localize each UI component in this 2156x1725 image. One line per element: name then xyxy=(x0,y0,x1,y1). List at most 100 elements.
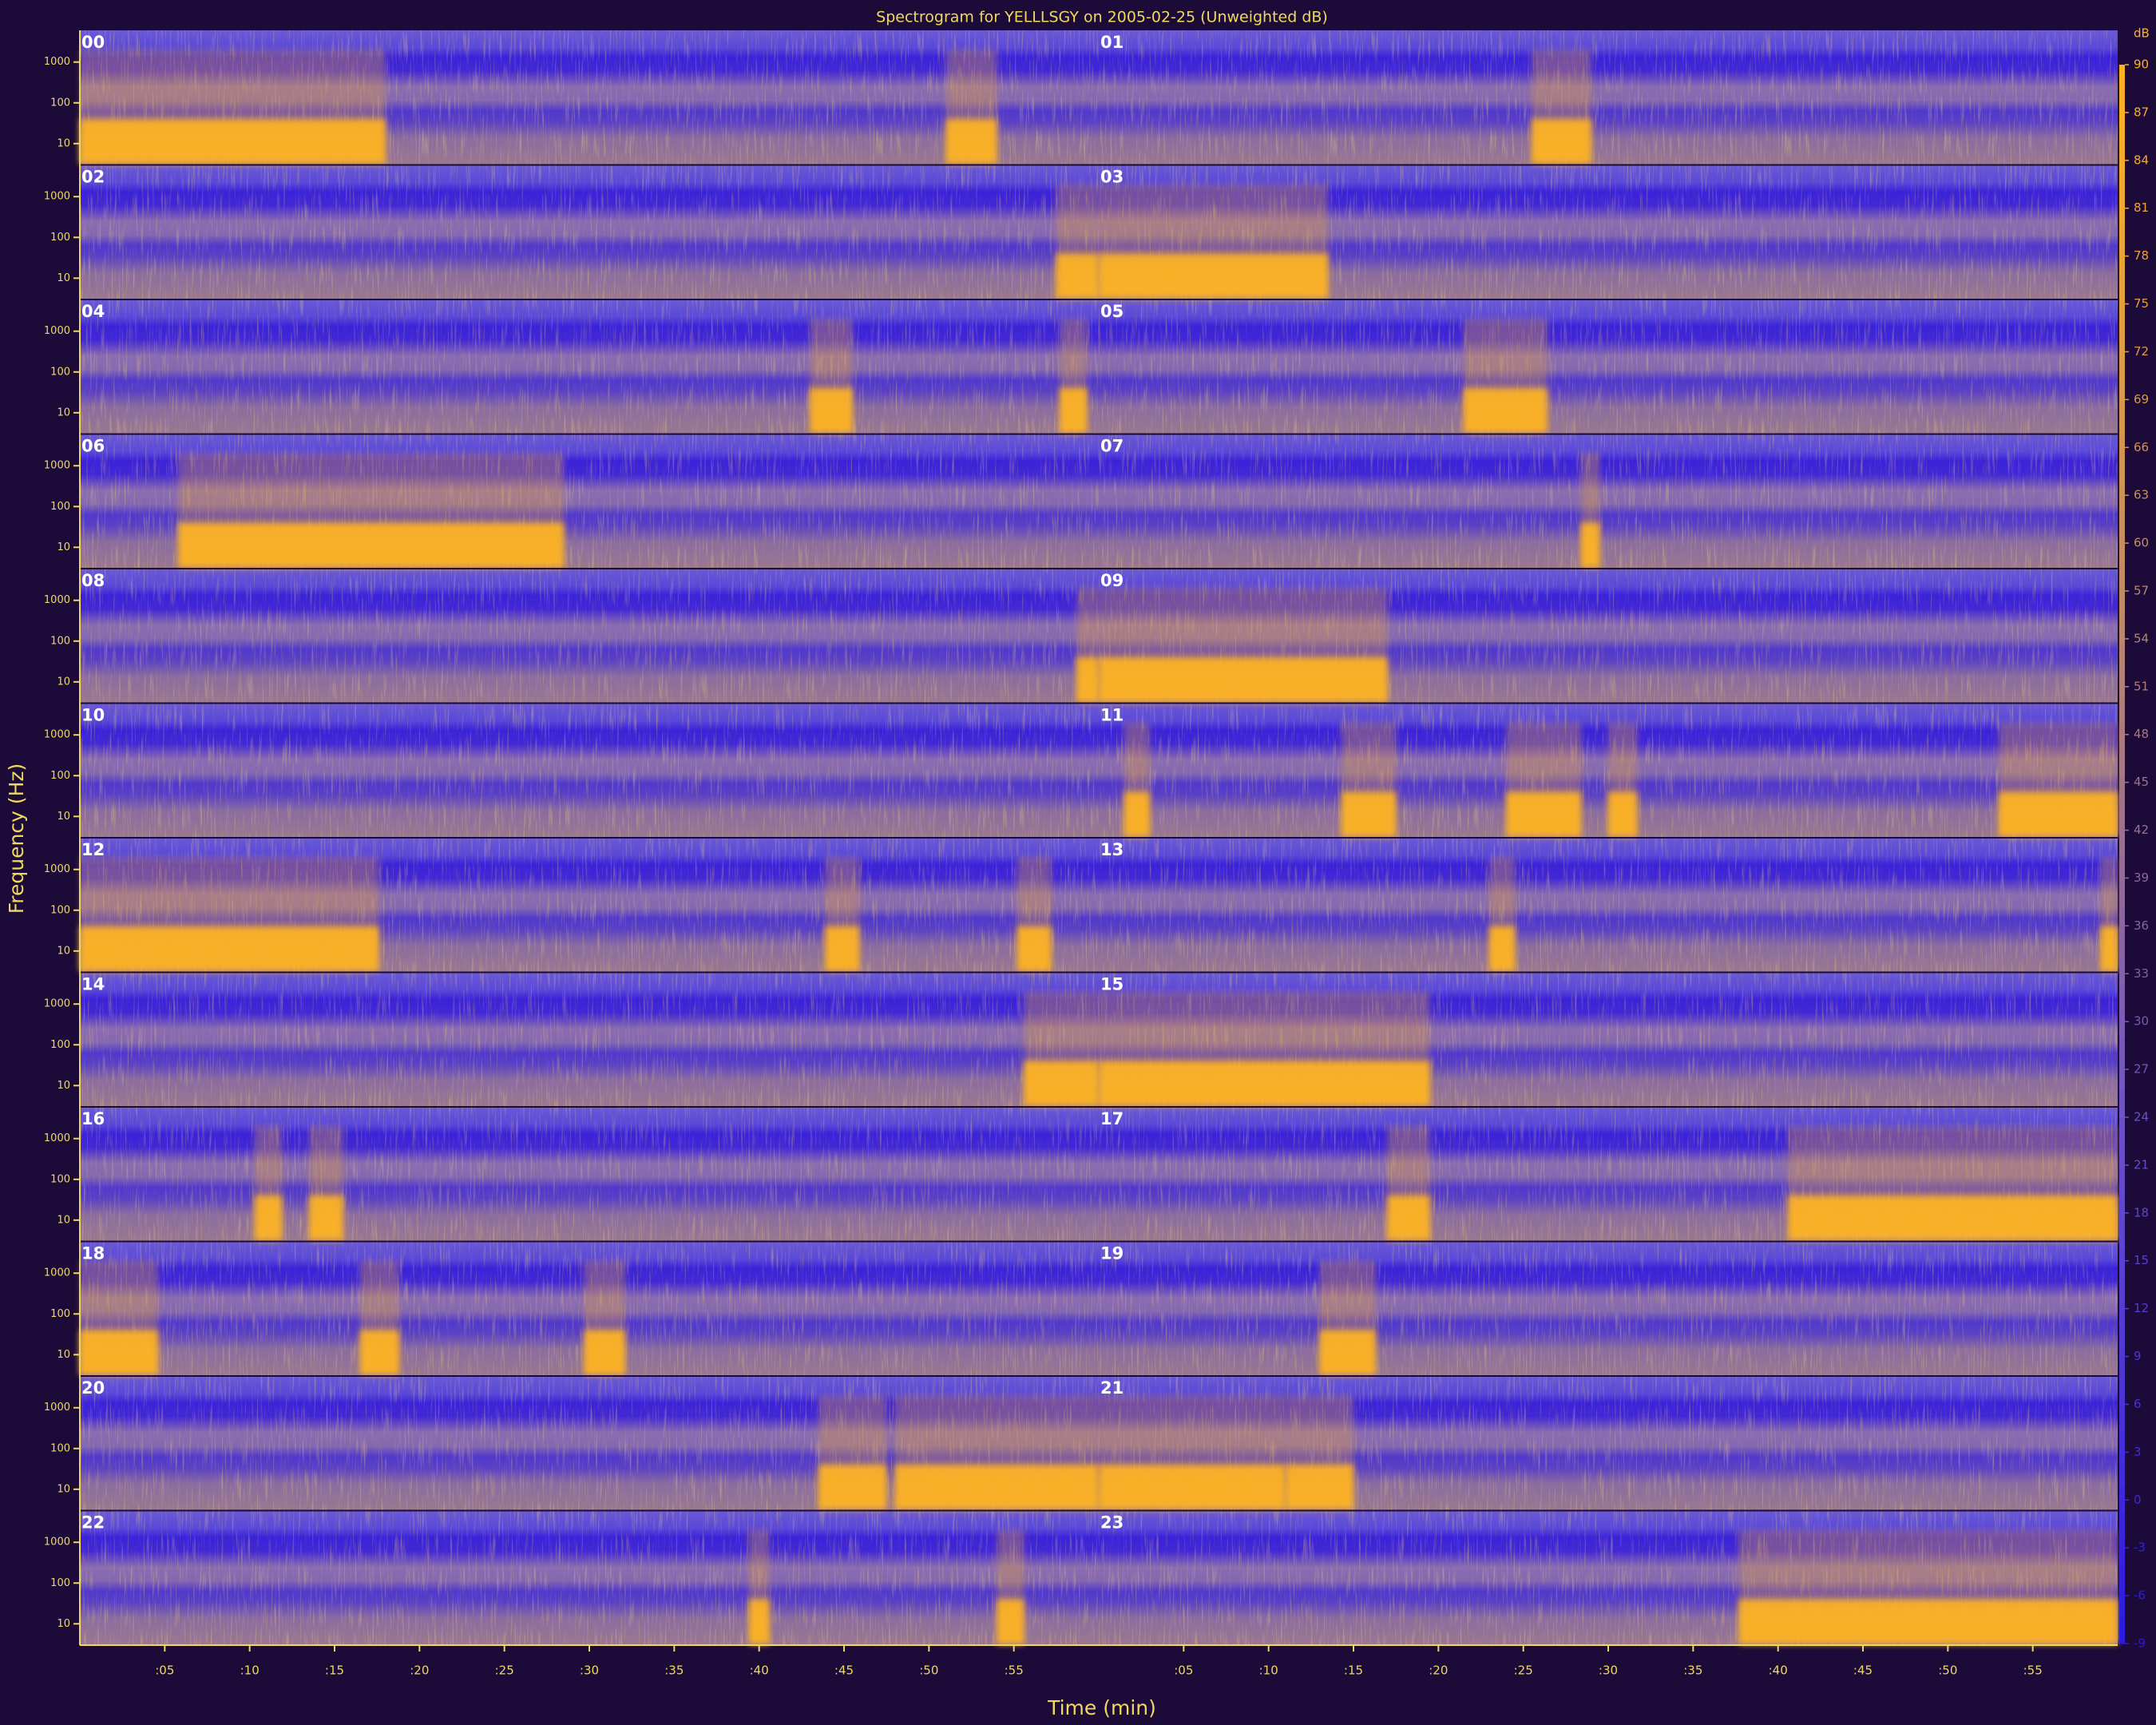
event xyxy=(1788,1196,2118,1240)
x-tick-label: :40 xyxy=(750,1664,769,1678)
event xyxy=(80,1330,158,1374)
colorbar-tick-label: 39 xyxy=(2134,870,2149,885)
colorbar-segment xyxy=(2119,1354,2125,1381)
event xyxy=(1076,657,1099,702)
event xyxy=(1532,119,1591,164)
event xyxy=(1060,388,1088,433)
colorbar-label: dB xyxy=(2134,26,2150,41)
event xyxy=(1580,522,1600,567)
colorbar-segment xyxy=(2119,880,2125,907)
hour-label: 00 xyxy=(81,33,105,52)
event xyxy=(1489,926,1516,971)
y-tick-label: 1000 xyxy=(44,998,70,1010)
colorbar-tick-label: 9 xyxy=(2134,1349,2142,1363)
colorbar-tick-label: 66 xyxy=(2134,440,2149,454)
colorbar-tick-label: 24 xyxy=(2134,1110,2149,1124)
colorbar-segment xyxy=(2119,906,2125,934)
colorbar-segment xyxy=(2119,1091,2125,1118)
y-tick-label: 10 xyxy=(57,1349,70,1361)
y-tick-label: 10 xyxy=(57,811,70,823)
event xyxy=(178,522,565,567)
colorbar-segment xyxy=(2119,1143,2125,1171)
chart-title: Spectrogram for YELLLSGY on 2005-02-25 (… xyxy=(876,9,1328,26)
colorbar-tick-label: 3 xyxy=(2134,1445,2142,1459)
colorbar-segment xyxy=(2119,643,2125,671)
colorbar-segment xyxy=(2119,1065,2125,1092)
colorbar-segment xyxy=(2119,1485,2125,1513)
hour-label: 16 xyxy=(81,1109,105,1128)
hour-label: 18 xyxy=(81,1244,105,1263)
x-tick-label: :25 xyxy=(495,1664,514,1678)
y-tick-label: 10 xyxy=(57,406,70,418)
colorbar-segment xyxy=(2119,1012,2125,1039)
colorbar-segment xyxy=(2119,1433,2125,1460)
colorbar-segment xyxy=(2119,512,2125,539)
colorbar-segment xyxy=(2119,433,2125,460)
colorbar-tick-label: 33 xyxy=(2134,966,2149,981)
colorbar-tick-label: 42 xyxy=(2134,823,2149,837)
x-tick-label: :50 xyxy=(919,1664,938,1678)
event xyxy=(1608,791,1638,836)
colorbar-tick-label: 6 xyxy=(2134,1397,2142,1411)
colorbar-tick-label: -6 xyxy=(2134,1588,2146,1603)
event xyxy=(1056,253,1099,298)
hour-label: 13 xyxy=(1100,840,1124,859)
colorbar-segment xyxy=(2119,354,2125,381)
colorbar-segment xyxy=(2119,1406,2125,1434)
colorbar-tick-label: 63 xyxy=(2134,488,2149,502)
hour-label: 07 xyxy=(1100,437,1124,456)
colorbar-segment xyxy=(2119,301,2125,328)
event xyxy=(810,388,853,433)
x-tick-label: :20 xyxy=(410,1664,429,1678)
colorbar-tick-label: 81 xyxy=(2134,200,2149,215)
event xyxy=(818,1465,887,1509)
colorbar-tick-label: 12 xyxy=(2134,1301,2149,1315)
hour-label: 21 xyxy=(1100,1378,1124,1398)
y-tick-label: 10 xyxy=(57,272,70,284)
y-tick-label: 100 xyxy=(50,1577,70,1589)
colorbar-tick-label: 87 xyxy=(2134,105,2149,119)
event xyxy=(1099,253,1329,298)
colorbar-tick-label: 90 xyxy=(2134,58,2149,72)
x-tick-label: :30 xyxy=(1599,1664,1618,1678)
colorbar-segment xyxy=(2119,1327,2125,1355)
colorbar-tick-label: 0 xyxy=(2134,1493,2142,1507)
colorbar-segment xyxy=(2119,933,2125,960)
event xyxy=(1285,1465,1353,1509)
colorbar-segment xyxy=(2119,538,2125,565)
colorbar-segment xyxy=(2119,565,2125,592)
y-tick-label: 1000 xyxy=(44,594,70,606)
colorbar-segment xyxy=(2119,169,2125,197)
event xyxy=(945,119,997,164)
x-tick-label: :45 xyxy=(834,1664,854,1678)
colorbar-segment xyxy=(2119,591,2125,618)
event xyxy=(1024,1061,1099,1105)
colorbar-segment xyxy=(2119,748,2125,776)
event xyxy=(1017,926,1052,971)
event xyxy=(894,1465,1099,1509)
event xyxy=(997,1599,1024,1644)
colorbar-segment xyxy=(2119,117,2125,145)
x-tick-label: :55 xyxy=(2023,1664,2043,1678)
y-tick-label: 1000 xyxy=(44,191,70,203)
colorbar-segment xyxy=(2119,1617,2125,1644)
hour-label: 17 xyxy=(1100,1109,1124,1128)
event xyxy=(1319,1330,1376,1374)
event xyxy=(80,119,386,164)
colorbar-tick-label: 75 xyxy=(2134,296,2149,311)
colorbar-tick-label: 27 xyxy=(2134,1062,2149,1077)
colorbar-segment xyxy=(2119,854,2125,881)
hour-label: 23 xyxy=(1100,1513,1124,1533)
colorbar-tick-label: 69 xyxy=(2134,392,2149,406)
y-tick-label: 100 xyxy=(50,366,70,378)
colorbar-segment xyxy=(2119,722,2125,750)
x-tick-label: :10 xyxy=(240,1664,260,1678)
colorbar-segment xyxy=(2119,248,2125,276)
y-tick-label: 10 xyxy=(57,945,70,957)
colorbar-segment xyxy=(2119,801,2125,829)
event xyxy=(1342,791,1397,836)
colorbar-segment xyxy=(2119,1459,2125,1486)
x-tick-label: :20 xyxy=(1429,1664,1448,1678)
colorbar-segment xyxy=(2119,669,2125,697)
